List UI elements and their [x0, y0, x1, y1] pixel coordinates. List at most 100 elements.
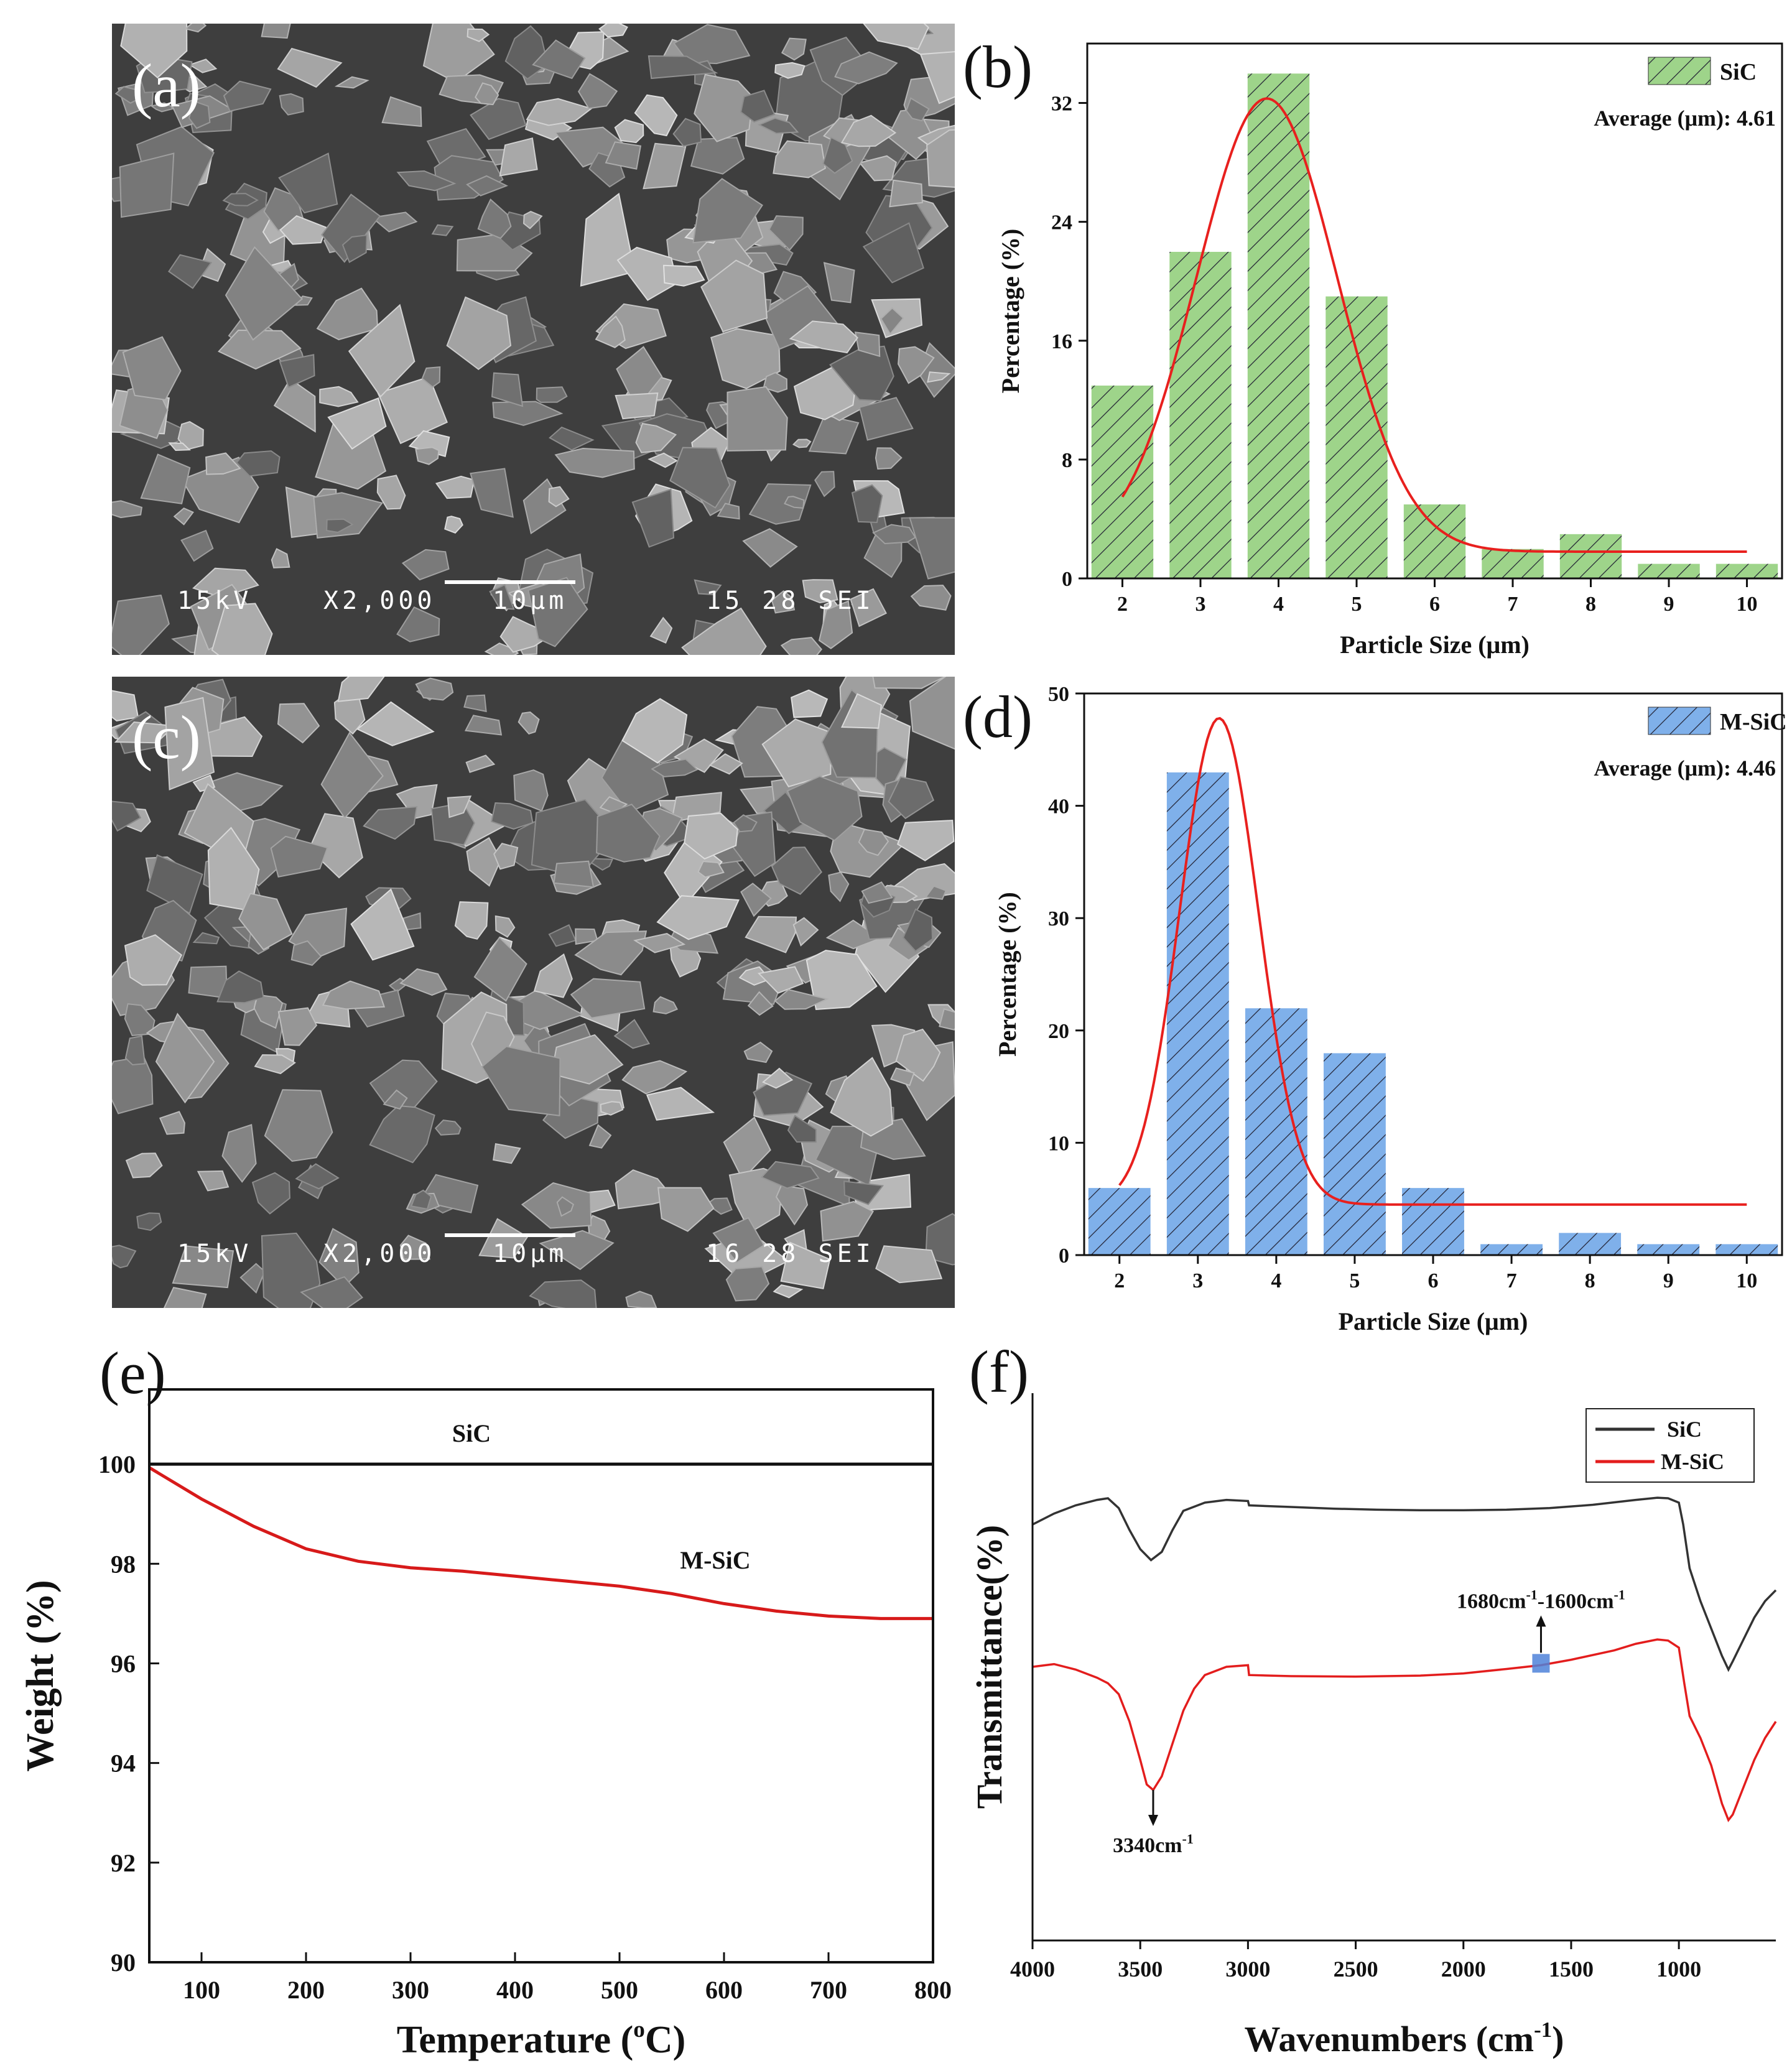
xtick-label-d-4: 4: [1271, 1269, 1281, 1292]
xtick-label-f-3000: 3000: [1225, 1957, 1270, 1982]
panel-label-a: (a): [132, 51, 201, 120]
chart-f: 4000 3500 3000 2500 2000 1500 1000 SiC M-SiC 3340…: [952, 1325, 1792, 2063]
ytick-label-e-90: 90: [111, 1949, 136, 1977]
xtick-label-b-4: 4: [1273, 593, 1284, 616]
ytick-label-b-32: 32: [1051, 93, 1072, 116]
xtick-label-d-5: 5: [1349, 1269, 1360, 1292]
bar-b-9: [1637, 563, 1701, 579]
bar-d-5: [1323, 1052, 1386, 1256]
xtick-label-b-6: 6: [1429, 593, 1440, 616]
sem-voltage-c: 15kV: [177, 1240, 253, 1268]
bar-d-9: [1636, 1243, 1701, 1256]
ytick-label-e-94: 94: [111, 1750, 136, 1778]
xtick-label-d-6: 6: [1428, 1269, 1439, 1292]
annotation-1680-1600: 1680cm-1-1600cm-1: [1457, 1587, 1625, 1613]
bar-d-4: [1244, 1008, 1308, 1256]
y-axis-label-e: Weight (%): [19, 1580, 62, 1771]
xtick-label-b-9: 9: [1664, 593, 1674, 616]
xtick-label-b-5: 5: [1351, 593, 1362, 616]
fit-curve-d: [1118, 716, 1747, 1206]
ftir-chart: 4000 3500 3000 2500 2000 1500 1000 SiC M-SiC 3340…: [969, 1338, 1777, 2059]
series-label-msic: M-SiC: [680, 1546, 750, 1574]
sem-particles-a: [112, 24, 955, 655]
sem-image-c: (c) 15kV X2,000 10μm 16 28 SEI: [112, 677, 955, 1308]
panel-label-c: (c): [132, 703, 201, 772]
xtick-label-e-500: 500: [601, 1976, 638, 2004]
annotation-3340: 3340cm-1: [1113, 1831, 1194, 1857]
chart-d: 0 10 20 30 40 50 2 3 4 5 6 7 8 9 10 Particle Size (μm) P…: [958, 672, 1792, 1350]
xtick-label-d-9: 9: [1663, 1269, 1674, 1292]
ytick-label-b-0: 0: [1062, 568, 1072, 591]
sem-particle-field: [112, 677, 955, 1308]
bar-b-8: [1559, 533, 1623, 579]
bar-b-3: [1169, 251, 1232, 579]
legend-swatch-b: [1648, 57, 1711, 85]
xtick-label-f-2500: 2500: [1334, 1957, 1378, 1982]
series-label-sic: SiC: [452, 1419, 491, 1447]
panel-label-b: (b): [963, 34, 1033, 100]
xtick-label-f-1500: 1500: [1549, 1957, 1594, 1982]
series-line-m-sic: [1032, 1638, 1777, 1822]
average-annotation-d: Average (μm): 4.46: [1594, 756, 1776, 781]
bar-d-7: [1480, 1243, 1543, 1256]
legend-swatch-d: [1648, 707, 1711, 735]
legend-label-sic: SiC: [1667, 1417, 1702, 1442]
xtick-label-f-1000: 1000: [1656, 1957, 1701, 1982]
legend-label-msic: M-SiC: [1661, 1449, 1724, 1474]
xtick-label-e-700: 700: [810, 1976, 847, 2004]
bar-d-3: [1166, 771, 1230, 1256]
bar-b-5: [1325, 295, 1388, 579]
scale-bar-label-a: 10μm: [493, 586, 568, 615]
sem-info-c: 16 28 SEI: [706, 1240, 875, 1268]
sem-particles-c: [112, 677, 955, 1308]
y-axis-label-f: Transmittance(%): [969, 1525, 1010, 1809]
bar-b-10: [1715, 563, 1779, 579]
scale-bar-label-c: 10μm: [493, 1240, 568, 1268]
ytick-label-d-20: 20: [1048, 1020, 1069, 1043]
xtick-label-f-3500: 3500: [1118, 1957, 1163, 1982]
series-line-m-sic: [148, 1466, 933, 1620]
xtick-label-d-7: 7: [1506, 1269, 1517, 1292]
bar-b-7: [1481, 548, 1544, 579]
legend-box-f: [1585, 1408, 1755, 1483]
bar-d-8: [1558, 1232, 1622, 1256]
ytick-label-b-8: 8: [1062, 449, 1072, 472]
bar-d-2: [1087, 1187, 1151, 1256]
bar-b-6: [1403, 504, 1467, 579]
histogram-sic: 0 8 16 24 32 2 3 4 5 6 7 8 9 10 Particle Size (μm) Perc…: [963, 34, 1783, 659]
chart-b: 0 8 16 24 32 2 3 4 5 6 7 8 9 10 Particle Size (μm) Perc…: [958, 19, 1792, 672]
xtick-label-b-8: 8: [1585, 593, 1596, 616]
chart-e: 90 92 94 96 98 100 100 200 300 400 500 600 700 800 SiC…: [0, 1325, 952, 2063]
sem-voltage-a: 15kV: [177, 586, 253, 615]
x-axis-label-f: Wavenumbers (cm-1): [1245, 2018, 1564, 2059]
x-axis-label-d: Particle Size (μm): [1339, 1307, 1528, 1335]
ytick-label-d-50: 50: [1048, 683, 1069, 706]
xtick-label-e-400: 400: [496, 1976, 534, 2004]
ytick-label-e-100: 100: [98, 1450, 136, 1478]
x-axis-label-b: Particle Size (μm): [1340, 631, 1530, 659]
panel-label-e: (e): [100, 1340, 166, 1406]
ytick-label-d-10: 10: [1048, 1132, 1069, 1155]
annotation-arrowhead-1680-1600: [1536, 1615, 1546, 1627]
xtick-label-e-800: 800: [914, 1976, 952, 2004]
xtick-label-d-10: 10: [1736, 1269, 1757, 1292]
xtick-label-b-3: 3: [1195, 593, 1205, 616]
histogram-msic: 0 10 20 30 40 50 2 3 4 5 6 7 8 9 10 Particle Size (μm) P…: [963, 683, 1787, 1335]
y-axis-label-d: Percentage (%): [993, 892, 1021, 1057]
bar-d-10: [1715, 1243, 1779, 1256]
xtick-label-d-8: 8: [1585, 1269, 1595, 1292]
scale-bar-c: [445, 1233, 575, 1237]
ytick-label-e-92: 92: [111, 1849, 136, 1877]
x-axis-label-e: Temperature (oC): [397, 2017, 686, 2061]
bar-b-2: [1090, 384, 1154, 579]
panel-label-d: (d): [963, 684, 1033, 750]
xtick-label-b-10: 10: [1737, 593, 1758, 616]
panel-label-f: (f): [969, 1338, 1029, 1405]
xtick-label-f-4000: 4000: [1010, 1957, 1055, 1982]
sem-magnification-c: X2,000: [323, 1240, 436, 1268]
ytick-label-e-96: 96: [111, 1649, 136, 1677]
xtick-label-e-200: 200: [287, 1976, 325, 2004]
sem-magnification-a: X2,000: [323, 586, 436, 615]
scale-bar-a: [445, 580, 575, 584]
ytick-label-e-98: 98: [111, 1550, 136, 1578]
